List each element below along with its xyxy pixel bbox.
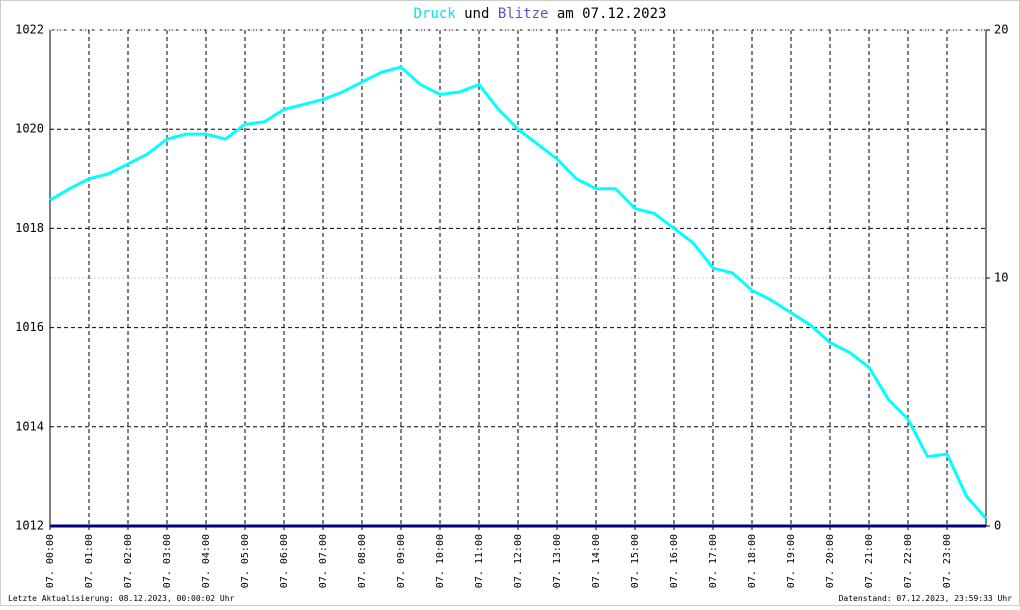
- x-tick-label: 07. 01:00: [84, 534, 95, 588]
- y-tick-label: 1022: [15, 23, 44, 37]
- y-tick-label: 1020: [15, 122, 44, 136]
- x-tick-label: 07. 04:00: [201, 534, 212, 588]
- x-tick-label: 07. 03:00: [162, 534, 173, 588]
- x-tick-label: 07. 00:00: [45, 534, 56, 588]
- title-text: und: [464, 6, 489, 22]
- y-tick-label: 1018: [15, 221, 44, 235]
- x-tick-label: 07. 15:00: [630, 534, 641, 588]
- x-tick-label: 07. 02:00: [123, 534, 134, 588]
- y-tick-label: 1012: [15, 519, 44, 533]
- footer-left: Letzte Aktualisierung: 08.12.2023, 00:00…: [8, 594, 235, 603]
- y2-tick-label: 20: [994, 23, 1008, 37]
- x-tick-label: 07. 22:00: [903, 534, 914, 588]
- x-tick-label: 07. 05:00: [240, 534, 251, 588]
- x-tick-label: 07. 21:00: [864, 534, 875, 588]
- x-tick-label: 07. 06:00: [279, 534, 290, 588]
- series-line: [49, 65, 988, 520]
- x-tick-label: 07. 19:00: [786, 534, 797, 588]
- x-tick-label: 07. 11:00: [474, 534, 485, 588]
- x-tick-label: 07. 17:00: [708, 534, 719, 588]
- y2-tick-label: 0: [994, 519, 1001, 533]
- x-tick-label: 07. 16:00: [669, 534, 680, 588]
- chart-title: Druck und Blitze am 07.12.2023: [414, 6, 667, 22]
- x-tick-label: 07. 09:00: [396, 534, 407, 588]
- x-tick-label: 07. 12:00: [513, 534, 524, 588]
- x-tick-label: 07. 08:00: [357, 534, 368, 588]
- y-tick-label: 1014: [15, 419, 44, 433]
- x-tick-label: 07. 23:00: [942, 534, 953, 588]
- title-text: am 07.12.2023: [557, 6, 667, 22]
- x-tick-label: 07. 13:00: [552, 534, 563, 588]
- title-series: Blitze: [498, 6, 549, 22]
- y-tick-label: 1016: [15, 320, 44, 334]
- y2-tick-label: 10: [994, 271, 1008, 285]
- x-tick-label: 07. 10:00: [435, 534, 446, 588]
- x-tick-label: 07. 20:00: [825, 534, 836, 588]
- x-tick-label: 07. 07:00: [318, 534, 329, 588]
- footer-right: Datenstand: 07.12.2023, 23:59:33 Uhr: [839, 594, 1013, 603]
- x-tick-label: 07. 18:00: [747, 534, 758, 588]
- title-series: Druck: [414, 6, 457, 22]
- x-tick-label: 07. 14:00: [591, 534, 602, 588]
